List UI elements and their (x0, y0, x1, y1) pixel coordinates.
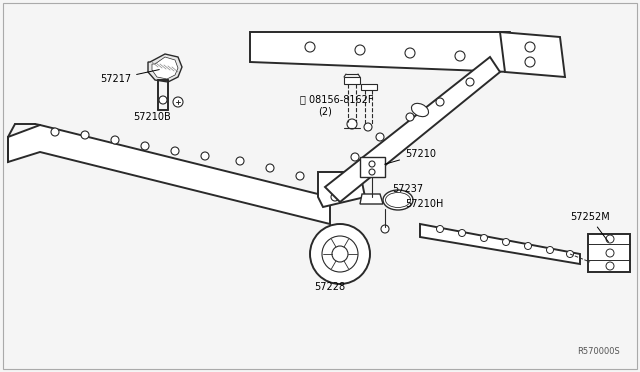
Circle shape (236, 157, 244, 165)
Ellipse shape (383, 190, 413, 210)
Circle shape (405, 48, 415, 58)
Polygon shape (588, 234, 630, 272)
Circle shape (525, 57, 535, 67)
Circle shape (381, 225, 389, 233)
Circle shape (305, 42, 315, 52)
Text: 57210B: 57210B (133, 112, 171, 122)
Circle shape (171, 147, 179, 155)
Polygon shape (420, 224, 580, 264)
Polygon shape (360, 194, 383, 204)
Circle shape (266, 164, 274, 172)
Circle shape (547, 247, 554, 253)
Circle shape (332, 246, 348, 262)
Text: Ⓑ 08156-8162F: Ⓑ 08156-8162F (300, 94, 374, 104)
Circle shape (335, 177, 345, 187)
Circle shape (355, 45, 365, 55)
Polygon shape (250, 32, 520, 72)
Polygon shape (325, 57, 500, 202)
Circle shape (111, 136, 119, 144)
Text: R570000S: R570000S (577, 347, 620, 356)
Circle shape (376, 133, 384, 141)
Text: 57217: 57217 (100, 70, 159, 84)
Circle shape (436, 98, 444, 106)
Text: 57237: 57237 (392, 184, 423, 194)
Circle shape (406, 113, 414, 121)
Circle shape (81, 131, 89, 139)
Ellipse shape (412, 103, 429, 117)
Circle shape (51, 128, 59, 136)
Circle shape (364, 123, 372, 131)
Polygon shape (8, 125, 330, 224)
Circle shape (606, 249, 614, 257)
Polygon shape (500, 32, 565, 77)
Circle shape (525, 42, 535, 52)
Circle shape (606, 235, 614, 243)
Circle shape (481, 234, 488, 241)
Circle shape (502, 238, 509, 246)
Circle shape (201, 152, 209, 160)
Circle shape (436, 225, 444, 232)
Polygon shape (361, 84, 377, 90)
Circle shape (331, 193, 339, 201)
Circle shape (351, 153, 359, 161)
Text: 57228: 57228 (314, 282, 346, 292)
Polygon shape (344, 77, 360, 84)
Circle shape (159, 96, 167, 104)
Circle shape (296, 172, 304, 180)
Circle shape (347, 119, 357, 129)
Text: (2): (2) (318, 106, 332, 116)
Polygon shape (360, 157, 385, 177)
Text: 57210: 57210 (385, 149, 436, 164)
Polygon shape (152, 57, 178, 79)
Text: 57252M: 57252M (570, 212, 610, 242)
Circle shape (566, 250, 573, 257)
Polygon shape (318, 172, 365, 207)
Circle shape (525, 243, 531, 250)
Text: 57210H: 57210H (405, 199, 444, 209)
Ellipse shape (385, 192, 410, 208)
Polygon shape (148, 54, 182, 82)
Circle shape (455, 51, 465, 61)
Circle shape (310, 224, 370, 284)
Circle shape (173, 97, 183, 107)
Circle shape (458, 230, 465, 237)
Circle shape (141, 142, 149, 150)
Circle shape (322, 236, 358, 272)
Circle shape (606, 262, 614, 270)
Circle shape (466, 78, 474, 86)
